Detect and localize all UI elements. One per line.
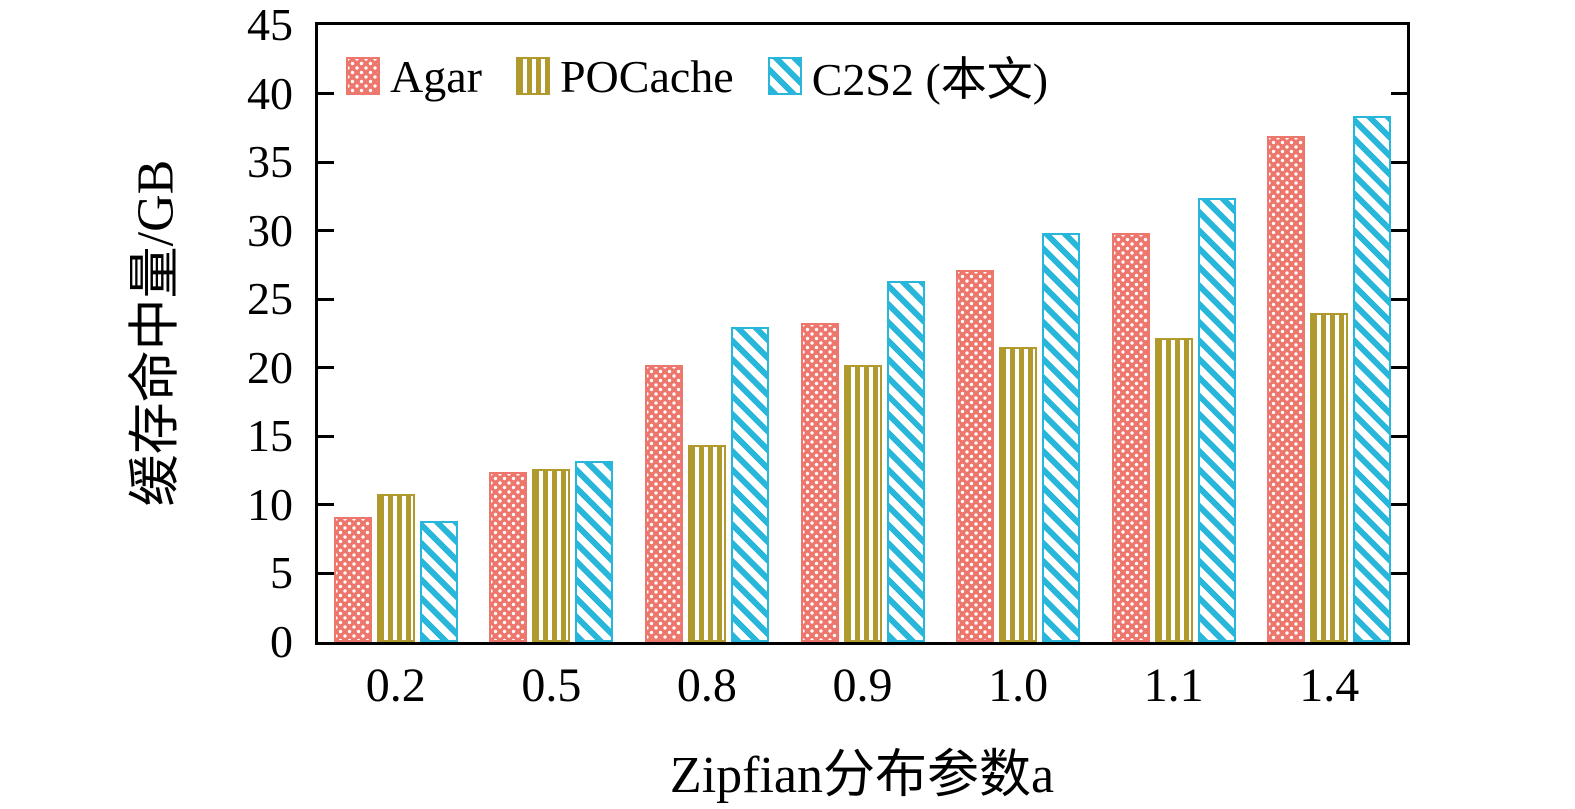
bar-pocache-0.8 [687,444,726,642]
bar-agar-0.2 [333,517,372,642]
x-axis-title: Zipfian分布参数a [669,747,1055,804]
bar-c2s2-0.5 [575,461,614,642]
y-tick-mark [318,92,334,96]
y-tick-mark [318,366,334,370]
x-tick-label: 0.5 [521,659,582,712]
bar-pocache-1.0 [999,347,1038,642]
x-tick-label: 1.1 [1143,659,1204,712]
y-tick-mark [1391,297,1407,301]
bar-agar-1.4 [1267,136,1306,642]
bar-pocache-1.1 [1154,337,1193,642]
x-tick-label: 0.2 [365,659,426,712]
y-tick-mark [1391,229,1407,233]
y-tick-mark [318,434,334,438]
bar-c2s2-1.0 [1042,233,1081,642]
y-tick-mark [318,571,334,575]
y-tick-mark [1391,92,1407,96]
bar-pocache-1.4 [1310,312,1349,642]
x-tick-label: 0.8 [676,659,737,712]
legend-swatch [346,57,380,95]
y-tick-mark [1391,571,1407,575]
bar-agar-0.9 [800,322,839,642]
bar-agar-1.1 [1111,233,1150,642]
bar-agar-1.0 [956,270,995,642]
plot-area: Agar POCache C2S2 (本文) [315,22,1410,645]
bar-c2s2-0.8 [730,326,769,642]
bar-c2s2-1.4 [1353,115,1392,642]
legend-label: Agar [390,50,482,102]
y-tick-label: 5 [270,547,293,599]
y-tick-mark [318,229,334,233]
bar-pocache-0.5 [532,469,571,642]
legend-swatch [515,57,550,95]
x-tick-label: 1.4 [1299,659,1360,712]
x-tick-label: 1.0 [988,659,1049,712]
legend-swatch [767,57,802,95]
y-tick-label: 40 [247,67,293,119]
y-tick-label: 45 [247,0,293,50]
bar-pocache-0.9 [843,365,882,642]
legend-item: POCache [515,50,734,103]
legend-item: Agar [346,50,482,103]
y-tick-label: 15 [247,410,293,462]
y-tick-mark [318,297,334,301]
legend-label: C2S2 (本文) [811,54,1049,105]
bar-c2s2-1.1 [1197,197,1236,642]
y-tick-label: 30 [247,204,293,256]
bar-c2s2-0.2 [419,521,458,642]
bar-c2s2-0.9 [886,281,925,642]
y-tick-label: 25 [247,273,293,325]
legend: Agar POCache C2S2 (本文) [346,43,1048,109]
bar-agar-0.5 [489,471,528,642]
legend-item: C2S2 (本文) [767,43,1049,109]
y-tick-mark [1391,160,1407,164]
y-tick-label: 35 [247,136,293,188]
y-tick-mark [318,160,334,164]
y-tick-label: 20 [247,341,293,393]
bar-agar-0.8 [644,365,683,642]
y-tick-mark [1391,503,1407,507]
legend-label: POCache [559,50,734,102]
x-tick-label: 0.9 [832,659,893,712]
y-tick-label: 0 [270,616,293,667]
y-tick-mark [1391,366,1407,370]
bar-pocache-0.2 [376,493,415,642]
y-tick-label: 10 [247,478,293,530]
y-tick-mark [1391,434,1407,438]
y-tick-mark [318,503,334,507]
